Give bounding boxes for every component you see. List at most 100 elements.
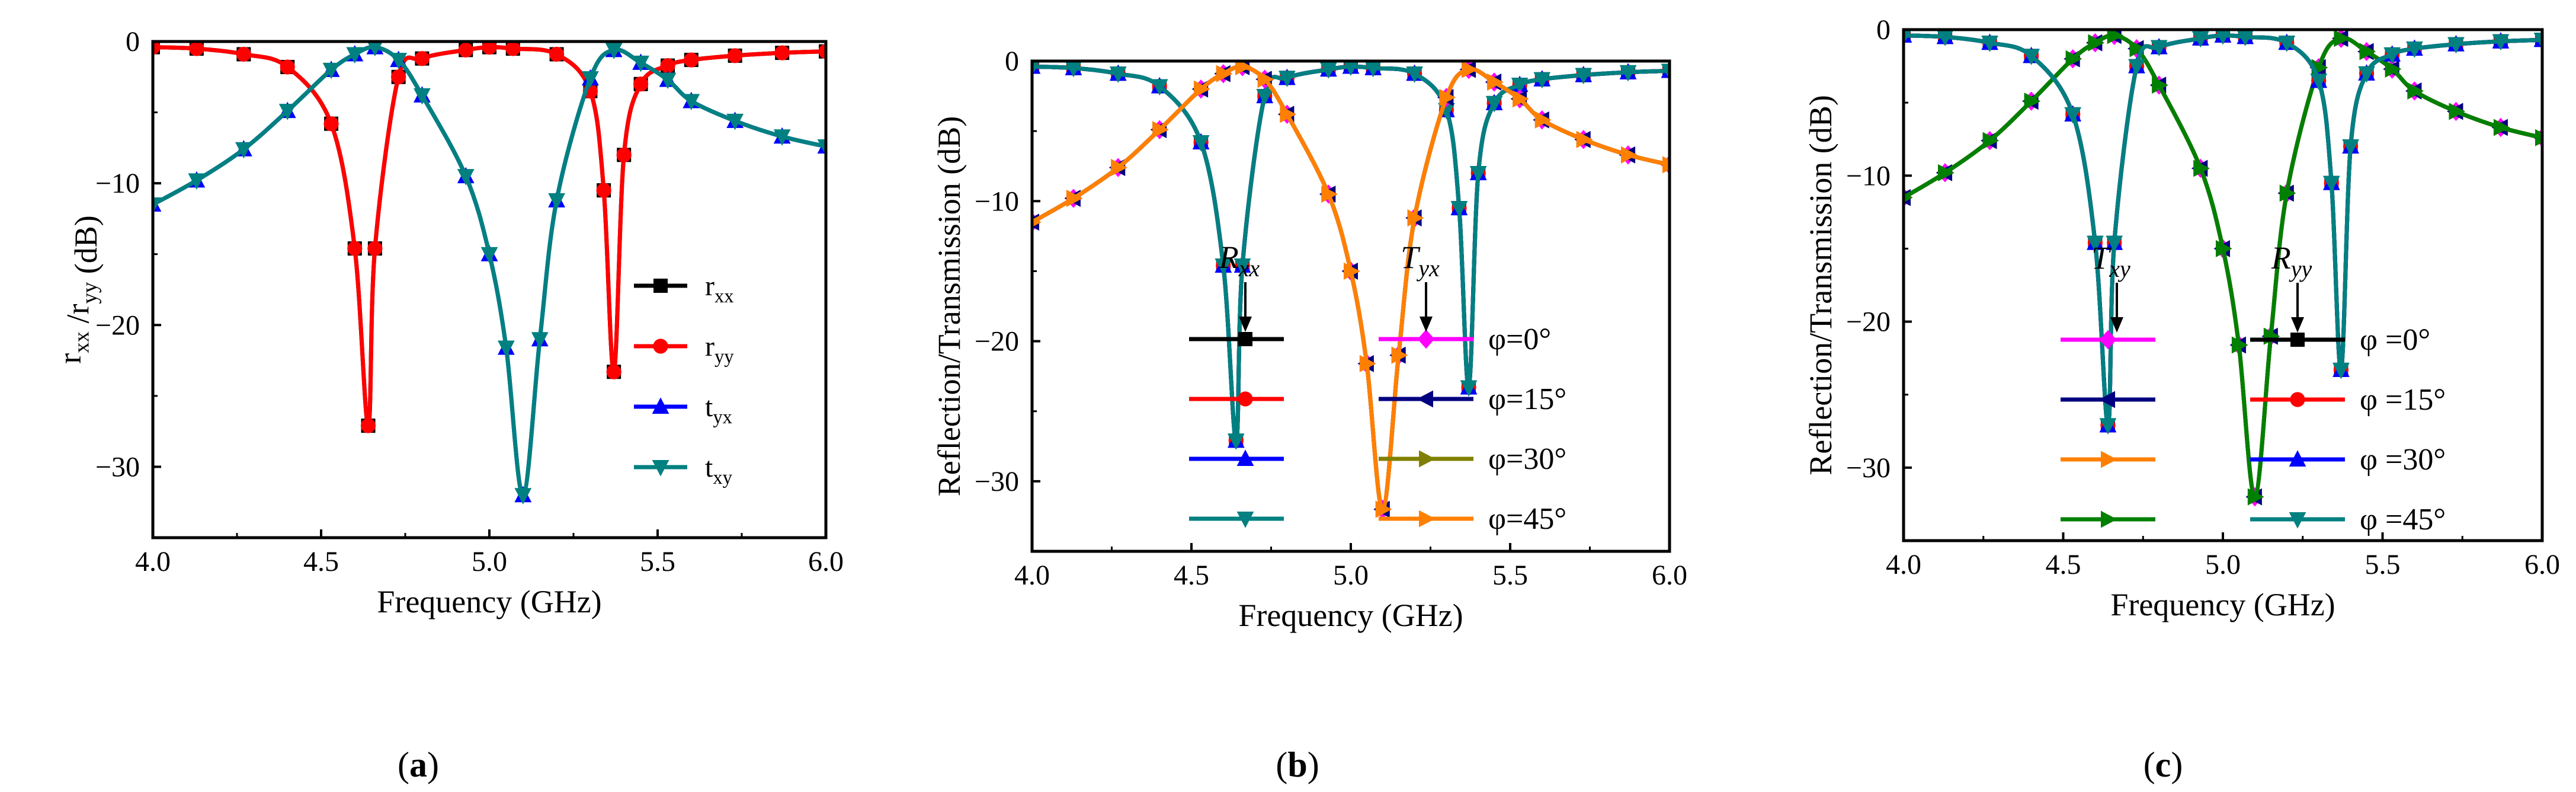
plot-area — [153, 41, 826, 504]
series-line — [1904, 33, 2542, 427]
legend-label: txy — [705, 452, 733, 488]
marker-triangle-right — [1938, 164, 1955, 181]
marker-triangle-down — [2106, 235, 2123, 253]
panel-label: (c) — [2144, 745, 2183, 784]
marker-triangle-down — [1109, 66, 1127, 83]
marker-square — [653, 279, 668, 293]
marker-triangle-down — [1533, 72, 1551, 89]
series-t-yx-0 — [1032, 61, 1670, 519]
series-line — [1032, 64, 1670, 443]
marker-triangle-right — [2216, 240, 2232, 257]
legend-label: tyx — [705, 391, 732, 428]
legend-item: φ =45° — [2250, 503, 2446, 536]
marker-circle — [728, 48, 743, 63]
marker-triangle-down — [1469, 166, 1487, 183]
marker-triangle-right — [1280, 106, 1296, 123]
marker-triangle-down — [2087, 235, 2104, 253]
legend-label: φ =30° — [2360, 443, 2446, 477]
marker-triangle-down — [1904, 30, 1912, 45]
series-line — [1032, 64, 1670, 512]
marker-triangle-down — [1256, 89, 1274, 106]
marker-triangle-down — [1450, 201, 1468, 218]
marker-triangle-right — [2231, 336, 2248, 354]
marker-triangle-right — [1439, 89, 1456, 106]
marker-circle — [596, 183, 611, 198]
series-r-yy — [153, 41, 826, 433]
marker-triangle-down — [480, 247, 498, 264]
series-t-xy-15 — [1904, 30, 2542, 506]
x-tick-label: 5.0 — [2205, 549, 2241, 580]
x-tick-label: 5.5 — [1492, 560, 1528, 591]
x-tick-label: 4.0 — [135, 546, 171, 577]
marker-triangle-down — [1619, 65, 1637, 82]
marker-triangle-right — [1066, 190, 1083, 207]
x-tick-label: 6.0 — [808, 546, 844, 577]
series-t-yx-30 — [1032, 61, 1670, 518]
marker-triangle-right — [1487, 74, 1504, 91]
series-t-yx-15 — [1032, 61, 1670, 518]
marker-triangle-down — [1936, 30, 1954, 46]
marker-circle — [414, 51, 430, 66]
marker-triangle-right — [1662, 156, 1670, 174]
legend-label: φ=0° — [1488, 322, 1551, 356]
series-r-xx — [153, 41, 826, 433]
panel-label: (a) — [398, 745, 439, 784]
marker-circle — [774, 45, 790, 60]
y-tick-label: −10 — [1846, 160, 1891, 191]
marker-triangle-down — [1575, 68, 1593, 85]
marker-triangle-down — [605, 43, 623, 59]
marker-circle — [549, 46, 565, 62]
series-t-yx — [153, 41, 826, 503]
plot-frame — [1902, 28, 2544, 542]
marker-triangle-right — [2088, 34, 2104, 52]
marker-triangle-right — [2193, 159, 2210, 177]
legend-item — [1189, 512, 1284, 528]
marker-circle — [360, 418, 376, 433]
plot-frame — [1030, 59, 1671, 553]
marker-triangle-down — [457, 169, 475, 186]
x-tick-label: 5.5 — [2365, 549, 2401, 580]
marker-circle — [236, 46, 251, 62]
series-r-yy-15 — [1904, 30, 2542, 433]
x-tick-label: 4.5 — [303, 546, 339, 577]
marker-triangle-down — [2215, 30, 2231, 45]
legend-item — [2061, 510, 2155, 528]
marker-triangle-right — [1513, 90, 1529, 108]
series-t-xy — [153, 41, 826, 504]
marker-triangle-down — [1065, 61, 1082, 78]
annotation-label: Tyx — [1401, 239, 1440, 282]
marker-triangle-down — [2191, 31, 2209, 48]
y-tick-label: 0 — [126, 26, 140, 58]
y-axis-label: Reflection/Transmission (dB) — [1803, 95, 1838, 475]
legend: φ=0° φ=15° φ=30° φ=45° Rxx Tyx — [1189, 239, 1566, 536]
marker-triangle-down — [1233, 258, 1251, 275]
marker-circle — [391, 69, 406, 85]
marker-triangle-down — [414, 88, 431, 105]
legend: φ =0° φ =15° φ =30° φ =45° Txy Ryy — [2061, 240, 2446, 536]
marker-circle — [189, 41, 204, 56]
x-tick-label: 4.5 — [1174, 560, 1209, 591]
marker-triangle-down — [1661, 63, 1670, 81]
chart-panel-a: 4.0 4.5 5.0 5.5 6.0 0 −10 −20 −30 Frequency (GHz)… — [52, 26, 844, 784]
series-r-xx-45 — [1032, 61, 1670, 450]
plot-area — [1032, 61, 1670, 519]
marker-circle — [505, 41, 521, 56]
marker-triangle-right — [1407, 209, 1424, 227]
y-axis-ticks: 0 −10 −20 −30 — [95, 26, 161, 483]
marker-triangle-right — [1904, 193, 1913, 203]
chart-panel-c: 4.0 4.5 5.0 5.5 6.0 0 −10 −20 −30 Frequency (GHz)… — [1803, 14, 2560, 784]
marker-triangle-right — [1419, 450, 1436, 468]
marker-triangle-down — [773, 129, 791, 146]
legend: rxx ryy tyx txy — [634, 270, 734, 488]
marker-triangle-down — [652, 460, 669, 477]
marker-triangle-down — [1981, 36, 1998, 52]
marker-triangle-down — [2237, 30, 2254, 46]
marker-triangle-right — [1344, 263, 1360, 280]
marker-triangle-right — [2449, 103, 2466, 120]
marker-circle — [2290, 392, 2305, 407]
marker-triangle-down — [367, 41, 383, 57]
plot-frame — [151, 40, 828, 539]
y-axis-ticks: 0 −10 −20 −30 — [1846, 14, 1912, 484]
marker-circle — [280, 59, 295, 75]
marker-triangle-right — [1032, 217, 1042, 227]
